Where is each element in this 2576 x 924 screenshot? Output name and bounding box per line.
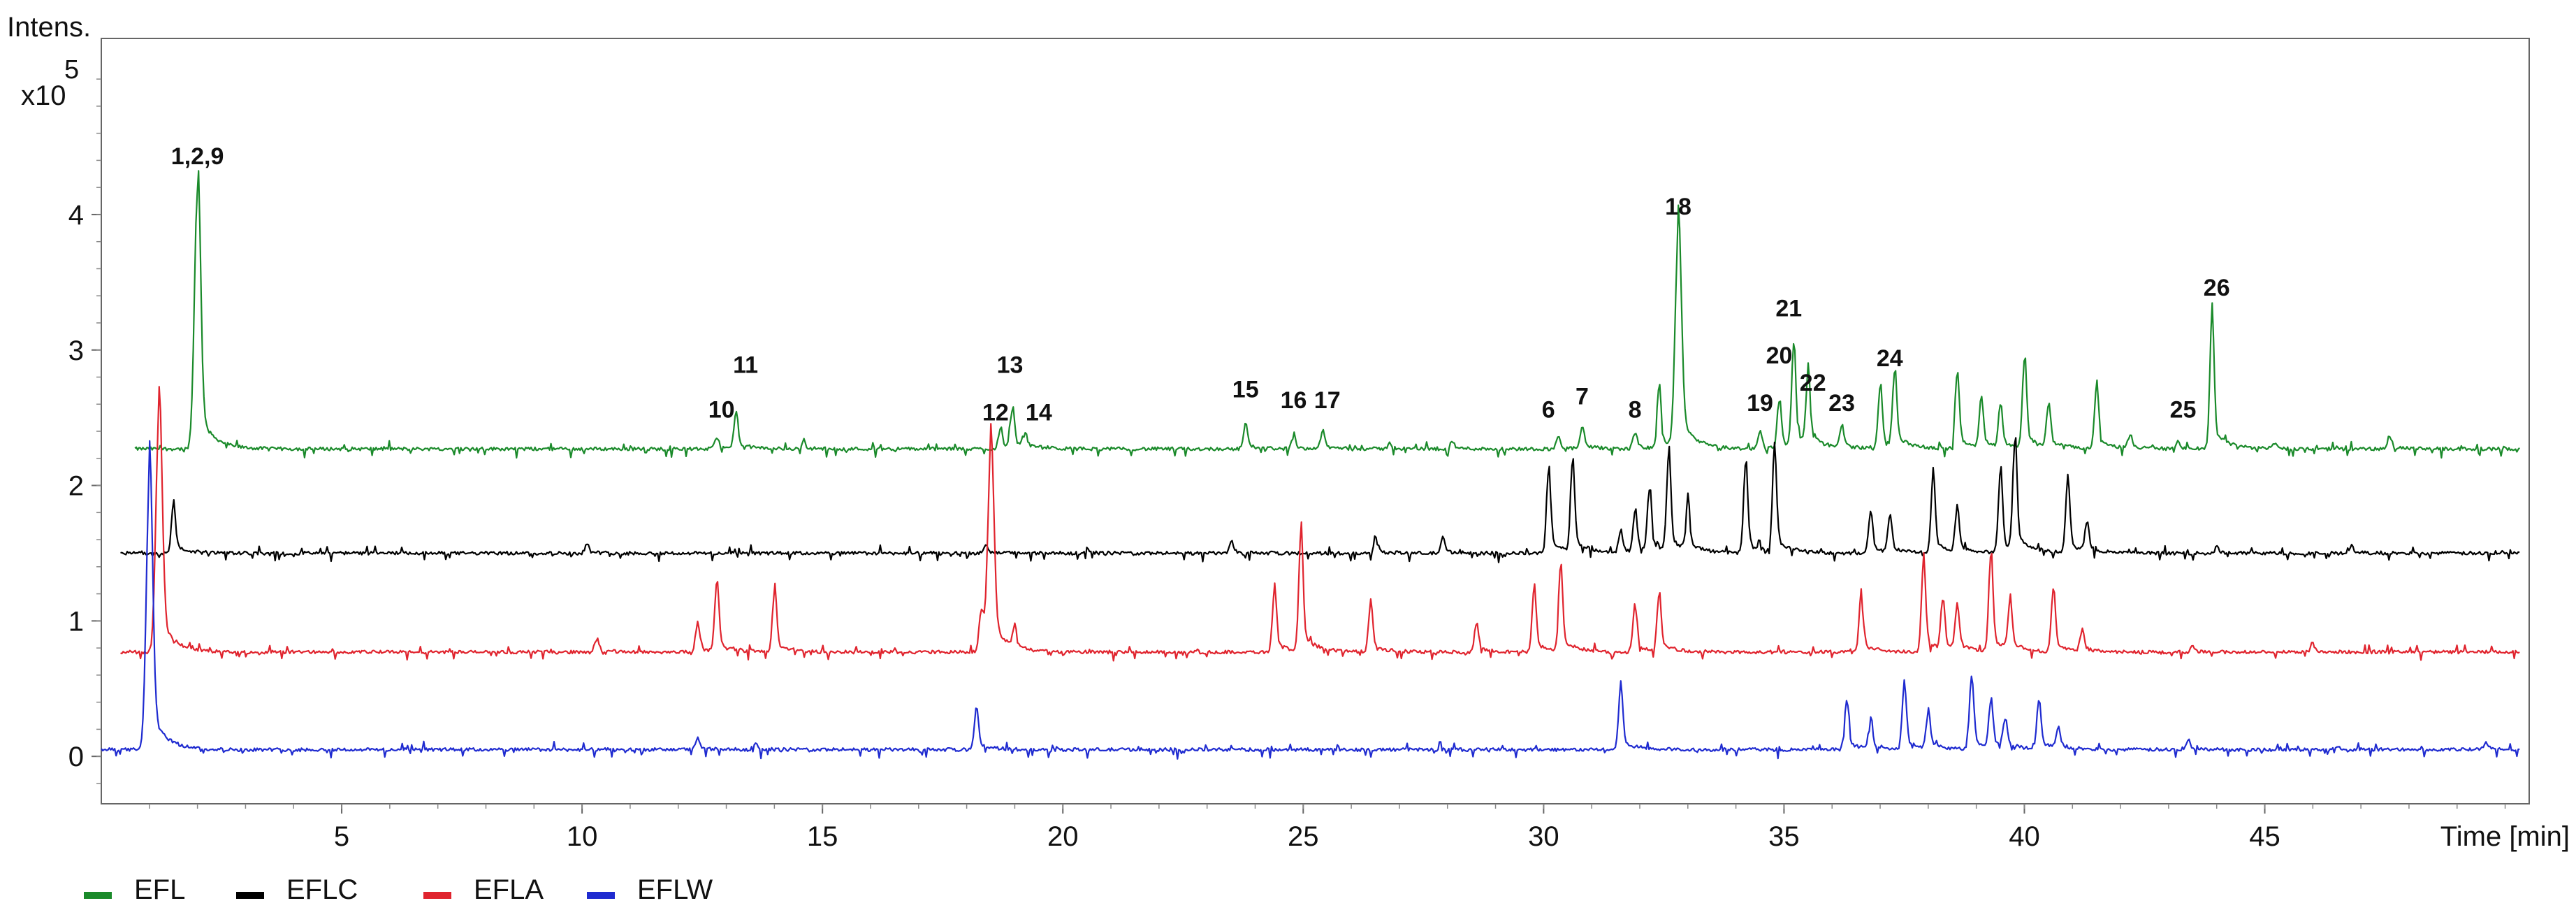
legend-label-eflw: EFLW (637, 874, 713, 905)
peak-label: 24 (1877, 345, 1903, 372)
y-tick-label: 1 (68, 606, 84, 637)
peak-label: 20 (1766, 342, 1793, 369)
legend-swatch-eflw (587, 892, 615, 899)
peak-label: 25 (2170, 397, 2197, 424)
series-line-eflc (120, 437, 2520, 563)
legend-swatch-eflc (236, 892, 264, 899)
peak-label: 14 (1026, 400, 1052, 426)
plot-frame (101, 38, 2530, 804)
peak-label: 7 (1576, 383, 1589, 410)
x-tick-label: 40 (2009, 821, 2040, 852)
x-tick-label: 15 (807, 821, 838, 852)
peak-label: 17 (1314, 387, 1341, 414)
series-line-efla (120, 386, 2520, 662)
peak-label: 6 (1542, 397, 1555, 424)
peak-label: 21 (1775, 295, 1802, 322)
legend-swatch-efla (423, 892, 451, 899)
y-tick-label: 3 (68, 335, 84, 366)
peak-label: 11 (733, 352, 758, 379)
legend-label-eflc: EFLC (286, 874, 358, 905)
x-tick-label: 30 (1528, 821, 1559, 852)
y-tick-label: 2 (68, 471, 84, 502)
legend-swatch-efl (84, 892, 112, 899)
x-tick-label: 20 (1047, 821, 1079, 852)
peak-label: 18 (1665, 194, 1691, 220)
peak-label: 1,2,9 (171, 143, 224, 170)
peak-label: 19 (1747, 390, 1773, 417)
peak-label: 16 (1281, 387, 1307, 414)
y-tick-label: 0 (68, 742, 84, 772)
series-line-efl (134, 170, 2521, 459)
y-exponent-power: 5 (64, 55, 79, 85)
x-tick-label: 5 (334, 821, 349, 852)
x-tick-label: 10 (567, 821, 598, 852)
peak-label: 10 (708, 397, 735, 424)
peak-label: 15 (1232, 377, 1259, 403)
peak-label: 22 (1800, 370, 1826, 396)
peak-label: 26 (2204, 275, 2230, 301)
x-axis-label: Time [min] (2440, 821, 2570, 852)
y-tick-label: 4 (68, 200, 84, 231)
peak-label: 13 (997, 352, 1024, 379)
legend-label-efl: EFL (134, 874, 185, 905)
legend-label-efla: EFLA (474, 874, 544, 905)
x-tick-label: 45 (2249, 821, 2280, 852)
peak-label: 23 (1828, 390, 1855, 417)
x-tick-label: 35 (1768, 821, 1800, 852)
peak-label: 12 (982, 400, 1009, 426)
peak-label: 8 (1629, 397, 1642, 424)
series-line-eflw (101, 440, 2520, 760)
y-exponent-prefix: x10 (21, 80, 66, 111)
y-axis-label: Intens. (7, 12, 91, 43)
x-tick-label: 25 (1288, 821, 1319, 852)
